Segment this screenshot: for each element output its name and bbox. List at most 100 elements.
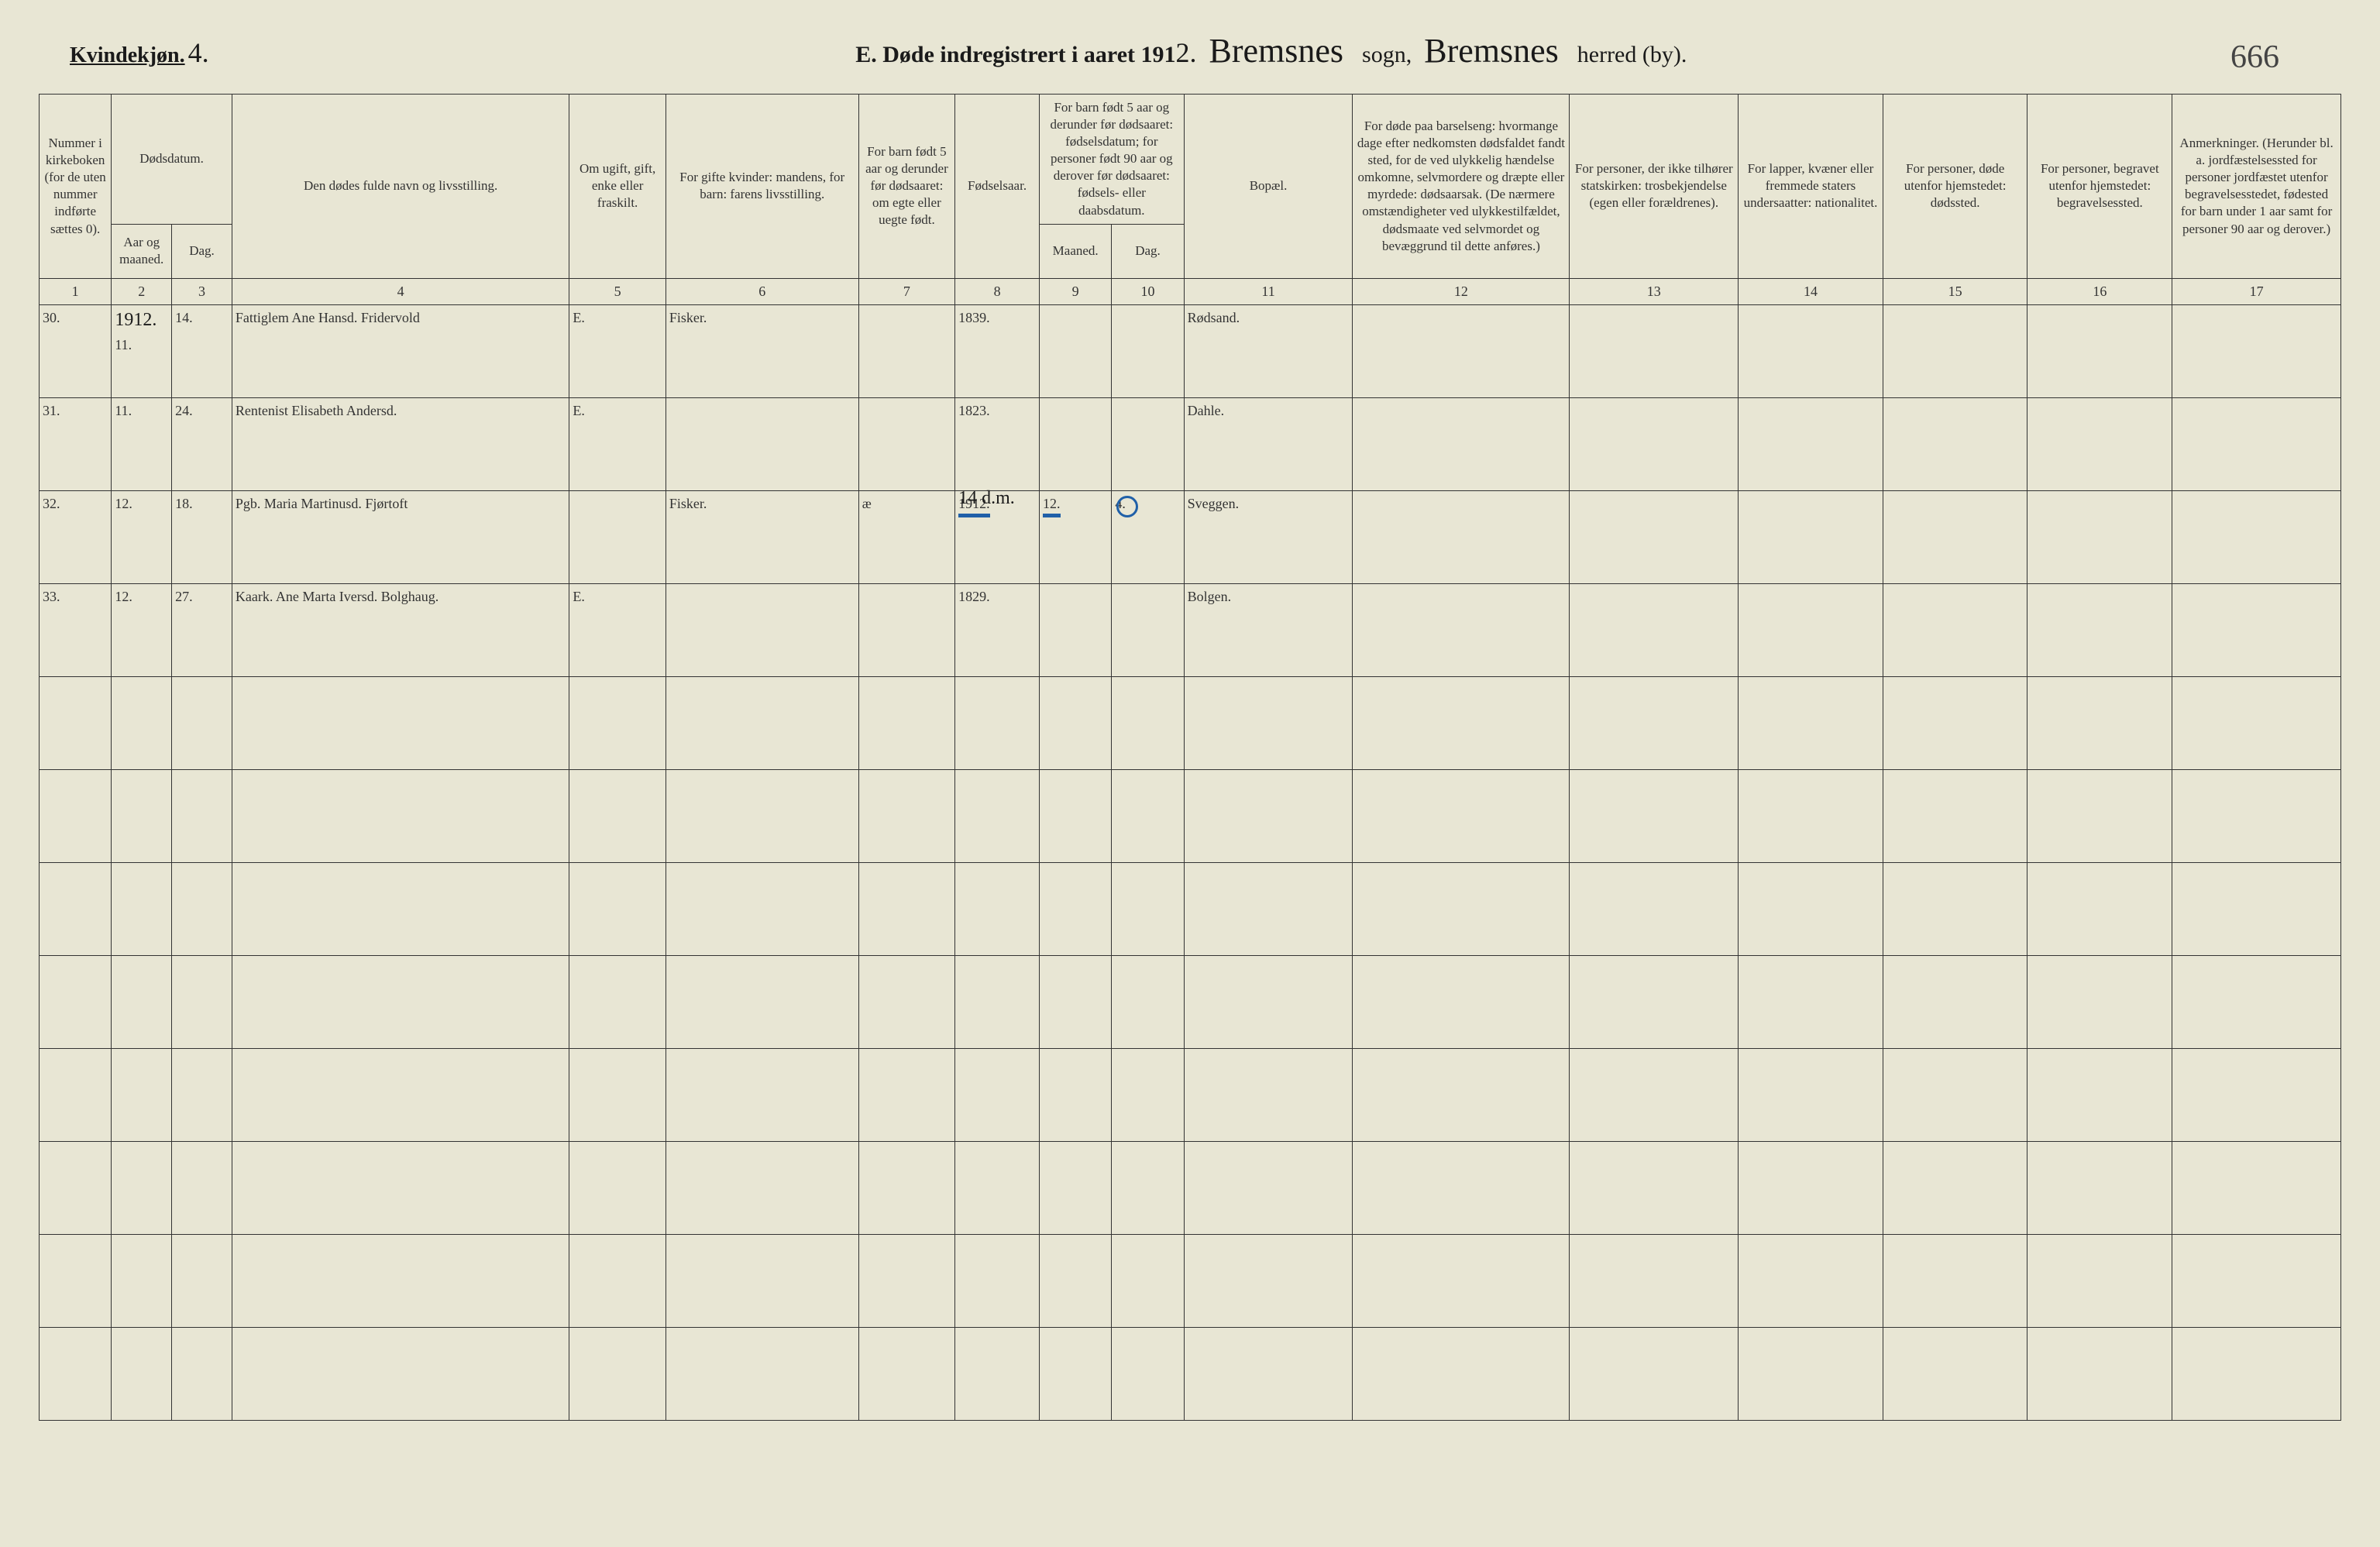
empty-cell — [2027, 583, 2172, 676]
gender-page-num: 4. — [188, 37, 209, 68]
entry-legit: æ — [858, 490, 954, 583]
entry-month: 12. — [112, 490, 172, 583]
table-row-empty — [40, 1048, 2341, 1141]
col-num: 7 — [858, 278, 954, 304]
page-header: Kvindekjøn. 4. E. Døde indregistrert i a… — [39, 31, 2341, 70]
empty-cell — [1353, 490, 1570, 583]
empty-cell — [2172, 583, 2341, 676]
col-subheader: Maaned. — [1040, 224, 1112, 278]
birth-month-underlined: 12. — [1043, 496, 1061, 517]
year-above: 1912. — [115, 310, 168, 331]
col-num: 15 — [1883, 278, 2027, 304]
empty-cell — [1883, 397, 2027, 490]
entry-name: Rentenist Elisabeth Andersd. — [232, 397, 569, 490]
entry-name: Kaark. Ane Marta Iversd. Bolghaug. — [232, 583, 569, 676]
entry-residence: Bolgen. — [1184, 583, 1353, 676]
annotation: 14 d.m. — [958, 488, 1015, 509]
empty-cell — [1883, 583, 2027, 676]
entry-birth-month — [1040, 304, 1112, 397]
empty-cell — [1883, 304, 2027, 397]
entry-husband — [666, 397, 858, 490]
col-header: Den dødes fulde navn og livsstilling. — [232, 95, 569, 279]
empty-cell — [2172, 304, 2341, 397]
col-header: For barn født 5 aar og derunder før døds… — [1040, 95, 1185, 225]
empty-cell — [1570, 583, 1739, 676]
entry-birth-year: 14 d.m. 1912. — [955, 490, 1040, 583]
table-row: 31. 11. 24. Rentenist Elisabeth Andersd.… — [40, 397, 2341, 490]
entry-birth-month — [1040, 583, 1112, 676]
empty-cell — [2027, 490, 2172, 583]
entry-month: 1912. 11. — [112, 304, 172, 397]
table-row-empty — [40, 862, 2341, 955]
entry-legit — [858, 583, 954, 676]
empty-cell — [2027, 304, 2172, 397]
entry-name: Fattiglem Ane Hansd. Fridervold — [232, 304, 569, 397]
entry-legit — [858, 397, 954, 490]
page-number: 666 — [2230, 39, 2279, 76]
col-num: 8 — [955, 278, 1040, 304]
empty-cell — [1353, 304, 1570, 397]
entry-civil: E. — [569, 397, 666, 490]
col-header: Fødselsaar. — [955, 95, 1040, 279]
title-prefix: E. Døde indregistrert i aaret 191 — [855, 42, 1175, 67]
empty-cell — [1739, 397, 1883, 490]
entry-husband — [666, 583, 858, 676]
col-num: 3 — [172, 278, 232, 304]
empty-cell — [1883, 490, 2027, 583]
table-row-empty — [40, 676, 2341, 769]
empty-cell — [1570, 397, 1739, 490]
entry-birth-day — [1112, 397, 1184, 490]
entry-number: 33. — [40, 583, 112, 676]
empty-cell — [1570, 490, 1739, 583]
col-header: Anmerkninger. (Herunder bl. a. jordfæste… — [2172, 95, 2341, 279]
table-row-empty — [40, 1327, 2341, 1420]
entry-residence: Sveggen. — [1184, 490, 1353, 583]
empty-cell — [1570, 304, 1739, 397]
empty-cell — [1353, 397, 1570, 490]
col-header: For personer, der ikke tilhører statskir… — [1570, 95, 1739, 279]
empty-cell — [1739, 583, 1883, 676]
col-num: 16 — [2027, 278, 2172, 304]
col-num: 6 — [666, 278, 858, 304]
entry-day: 18. — [172, 490, 232, 583]
col-subheader: Dag. — [1112, 224, 1184, 278]
table-header: Nummer i kirkeboken (for de uten nummer … — [40, 95, 2341, 305]
entry-birth-year: 1829. — [955, 583, 1040, 676]
entry-husband: Fisker. — [666, 304, 858, 397]
entry-month: 11. — [112, 397, 172, 490]
col-header: For personer, døde utenfor hjemstedet: d… — [1883, 95, 2027, 279]
entry-day: 27. — [172, 583, 232, 676]
entry-name: Pgb. Maria Martinusd. Fjørtoft — [232, 490, 569, 583]
herred-label: herred (by). — [1577, 42, 1687, 67]
table-row: 30. 1912. 11. 14. Fattiglem Ane Hansd. F… — [40, 304, 2341, 397]
entry-number: 30. — [40, 304, 112, 397]
entry-birth-day — [1112, 304, 1184, 397]
col-header: Dødsdatum. — [112, 95, 232, 225]
table-body: 30. 1912. 11. 14. Fattiglem Ane Hansd. F… — [40, 304, 2341, 1420]
entry-month: 12. — [112, 583, 172, 676]
table-row: 32. 12. 18. Pgb. Maria Martinusd. Fjørto… — [40, 490, 2341, 583]
parish-name: Bremsnes — [1209, 32, 1344, 70]
col-header: Bopæl. — [1184, 95, 1353, 279]
col-num: 10 — [1112, 278, 1184, 304]
entry-birth-year: 1839. — [955, 304, 1040, 397]
table-row-empty — [40, 1141, 2341, 1234]
entry-day: 14. — [172, 304, 232, 397]
entry-civil: E. — [569, 583, 666, 676]
col-num: 2 — [112, 278, 172, 304]
col-header: Om ugift, gift, enke eller fraskilt. — [569, 95, 666, 279]
table-row-empty — [40, 1234, 2341, 1327]
register-table: Nummer i kirkeboken (for de uten nummer … — [39, 94, 2341, 1421]
entry-civil: E. — [569, 304, 666, 397]
year-suffix: 2. — [1176, 37, 1197, 68]
col-num: 11 — [1184, 278, 1353, 304]
col-header: For barn født 5 aar og derunder før døds… — [858, 95, 954, 279]
col-num: 13 — [1570, 278, 1739, 304]
col-num: 14 — [1739, 278, 1883, 304]
col-num: 12 — [1353, 278, 1570, 304]
col-num: 9 — [1040, 278, 1112, 304]
col-subheader: Aar og maaned. — [112, 224, 172, 278]
entry-residence: Rødsand. — [1184, 304, 1353, 397]
empty-cell — [2027, 397, 2172, 490]
col-header: For døde paa barselseng: hvormange dage … — [1353, 95, 1570, 279]
